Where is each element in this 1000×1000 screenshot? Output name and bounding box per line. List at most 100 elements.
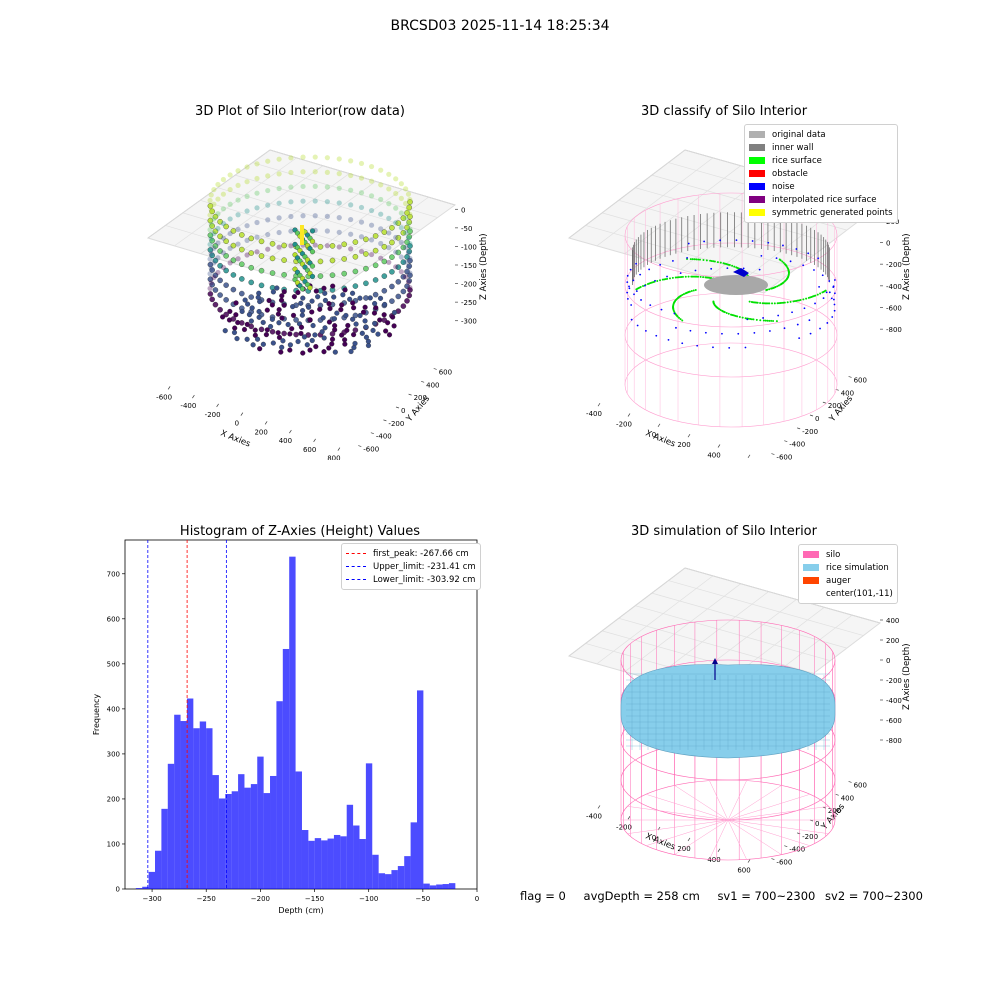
- histogram-bar: [321, 840, 328, 889]
- data-point: [265, 231, 271, 238]
- data-point: [373, 305, 379, 311]
- data-point: [371, 310, 378, 316]
- silo-floor-line: [627, 819, 729, 834]
- data-point: [220, 220, 226, 227]
- data-point: [258, 238, 265, 245]
- noise-point: [767, 241, 770, 244]
- histogram-bar: [225, 793, 232, 889]
- data-point: [398, 254, 404, 260]
- data-point: [406, 292, 413, 299]
- data-point: [244, 336, 250, 342]
- data-point: [248, 250, 254, 256]
- data-point: [350, 300, 356, 306]
- data-point: [341, 270, 347, 277]
- silo-floor-line: [645, 794, 729, 821]
- data-point: [288, 184, 294, 190]
- data-point: [385, 320, 391, 326]
- grid-line: [568, 567, 686, 657]
- data-point: [254, 175, 260, 182]
- x-tick-label: −300: [142, 895, 161, 903]
- data-point: [368, 237, 375, 243]
- data-point: [372, 262, 379, 269]
- y-tick: [822, 401, 826, 404]
- data-point: [222, 328, 228, 334]
- noise-point: [832, 298, 835, 301]
- noise-point: [821, 274, 824, 277]
- data-point: [239, 232, 245, 238]
- x-tick-label: 200: [254, 428, 267, 436]
- noise-point: [737, 332, 740, 335]
- data-point: [281, 302, 287, 308]
- legend-item: obstacle: [749, 167, 893, 180]
- rice-surface-point: [778, 302, 781, 305]
- data-point: [348, 202, 354, 208]
- y-tick: [383, 419, 387, 422]
- data-point: [249, 305, 255, 311]
- noise-point: [643, 284, 646, 287]
- rice-surface-point: [789, 300, 792, 303]
- x-tick-label: -600: [156, 393, 172, 401]
- noise-point: [728, 346, 731, 349]
- y-tick: [784, 440, 788, 443]
- silo-floor-line: [709, 819, 729, 860]
- z-tick-label: -100: [461, 243, 477, 251]
- data-point: [329, 336, 336, 342]
- x-tick: [627, 413, 631, 417]
- noise-point: [629, 268, 632, 271]
- histogram-bar: [308, 840, 315, 889]
- data-point: [276, 244, 282, 250]
- data-point: [276, 171, 282, 177]
- rice-surface-point: [676, 276, 679, 279]
- data-point: [288, 228, 294, 234]
- rice-surface-point: [759, 319, 762, 322]
- noise-point: [777, 314, 780, 317]
- rice-surface-point: [773, 302, 776, 305]
- legend-swatch: [749, 131, 765, 138]
- histogram-bar: [416, 690, 424, 889]
- noise-point: [791, 311, 793, 314]
- data-point: [395, 220, 402, 226]
- panel4-title: 3D simulation of Silo Interior: [631, 524, 817, 539]
- noise-point: [640, 299, 642, 301]
- noise-point: [830, 297, 833, 300]
- data-point: [329, 331, 336, 337]
- data-point: [207, 291, 214, 297]
- rice-surface-point: [750, 318, 753, 321]
- noise-point: [796, 323, 799, 326]
- x-tick: [597, 805, 601, 809]
- silo-point-cloud: [207, 154, 413, 356]
- data-point: [209, 237, 215, 244]
- data-point: [258, 282, 265, 289]
- rice-surface-point: [814, 294, 817, 297]
- data-point: [257, 299, 263, 305]
- data-point: [230, 286, 237, 293]
- data-point: [250, 342, 256, 348]
- noise-point: [635, 290, 638, 293]
- x-tick-label: 400: [707, 452, 720, 460]
- data-point: [217, 248, 223, 254]
- grid-line: [635, 605, 831, 662]
- y-tick: [848, 376, 852, 378]
- data-point: [398, 181, 404, 187]
- data-point: [342, 287, 348, 293]
- histogram-bar: [282, 648, 290, 889]
- grid-line: [618, 199, 814, 256]
- data-point: [317, 244, 324, 250]
- rice-surface-point: [759, 302, 762, 305]
- data-point: [281, 289, 287, 295]
- data-point: [313, 288, 319, 294]
- data-point: [307, 285, 313, 291]
- data-point: [288, 243, 294, 249]
- rice-surface-point: [766, 288, 769, 291]
- data-point: [406, 204, 413, 211]
- histogram-bar: [263, 793, 271, 889]
- data-point: [300, 350, 306, 356]
- rice-surface-point: [706, 276, 709, 279]
- data-point: [223, 238, 229, 244]
- rice-surface-point: [649, 282, 652, 285]
- rice-surface-point: [741, 316, 744, 319]
- data-point: [365, 338, 371, 344]
- histogram-bar: [257, 756, 264, 889]
- data-point: [378, 226, 384, 232]
- data-point: [309, 298, 315, 304]
